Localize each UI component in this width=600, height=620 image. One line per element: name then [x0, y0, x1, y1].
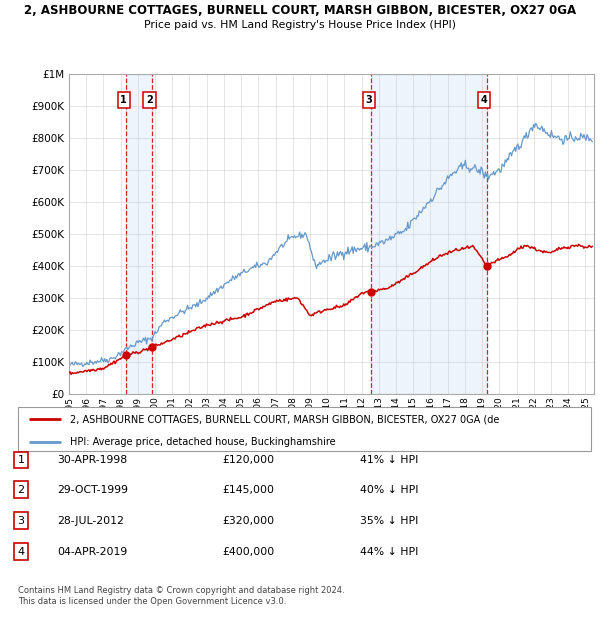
Text: 2, ASHBOURNE COTTAGES, BURNELL COURT, MARSH GIBBON, BICESTER, OX27 0GA (de: 2, ASHBOURNE COTTAGES, BURNELL COURT, MA… [70, 414, 499, 424]
Text: 29-OCT-1999: 29-OCT-1999 [57, 485, 128, 495]
Text: £400,000: £400,000 [222, 547, 274, 557]
Bar [371, 74, 487, 394]
Text: £120,000: £120,000 [222, 455, 274, 465]
Text: 2, ASHBOURNE COTTAGES, BURNELL COURT, MARSH GIBBON, BICESTER, OX27 0GA: 2, ASHBOURNE COTTAGES, BURNELL COURT, MA… [24, 4, 576, 17]
Text: 4: 4 [481, 95, 487, 105]
Text: 3: 3 [17, 516, 25, 526]
Text: 44% ↓ HPI: 44% ↓ HPI [360, 547, 418, 557]
Text: 4: 4 [17, 547, 25, 557]
Text: 04-APR-2019: 04-APR-2019 [57, 547, 127, 557]
Text: 2: 2 [17, 485, 25, 495]
Text: £320,000: £320,000 [222, 516, 274, 526]
Text: 1: 1 [121, 95, 127, 105]
Text: This data is licensed under the Open Government Licence v3.0.: This data is licensed under the Open Gov… [18, 597, 286, 606]
Text: HPI: Average price, detached house, Buckinghamshire: HPI: Average price, detached house, Buck… [70, 436, 335, 446]
Text: 3: 3 [365, 95, 372, 105]
Text: 28-JUL-2012: 28-JUL-2012 [57, 516, 124, 526]
Text: 35% ↓ HPI: 35% ↓ HPI [360, 516, 418, 526]
Text: 1: 1 [17, 455, 25, 465]
Text: 41% ↓ HPI: 41% ↓ HPI [360, 455, 418, 465]
Text: 40% ↓ HPI: 40% ↓ HPI [360, 485, 419, 495]
Bar [127, 74, 152, 394]
Text: 2: 2 [146, 95, 153, 105]
FancyBboxPatch shape [18, 407, 591, 451]
Text: 30-APR-1998: 30-APR-1998 [57, 455, 127, 465]
Text: Price paid vs. HM Land Registry's House Price Index (HPI): Price paid vs. HM Land Registry's House … [144, 20, 456, 30]
Text: Contains HM Land Registry data © Crown copyright and database right 2024.: Contains HM Land Registry data © Crown c… [18, 586, 344, 595]
Text: £145,000: £145,000 [222, 485, 274, 495]
